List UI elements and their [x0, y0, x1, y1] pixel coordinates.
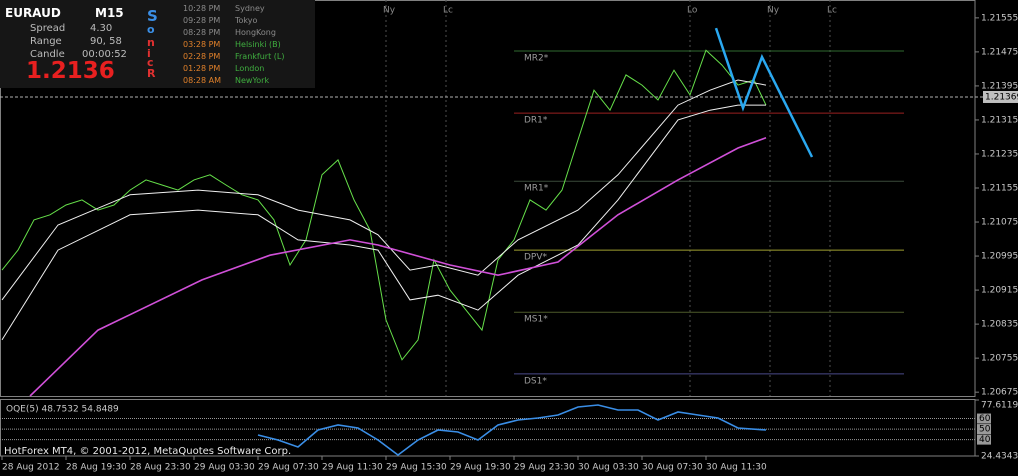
footer: HotForex MT4, © 2001-2012, MetaQuotes So… [4, 446, 292, 457]
y-tick-label: 60 [979, 414, 991, 424]
series-line [1, 79, 767, 301]
pivot-label: MR2* [524, 54, 549, 64]
y-tick-label: 1.21155 [981, 184, 1018, 194]
x-tick-label: 30 Aug 07:30 [642, 463, 703, 473]
brand-letter: n [147, 36, 155, 49]
series-line [257, 404, 767, 456]
timeframe: M15 [95, 6, 124, 20]
clock-city: Frankfurt (L) [235, 52, 285, 61]
candle-label: Candle [30, 49, 65, 60]
x-tick-label: 30 Aug 11:30 [706, 463, 767, 473]
clock-time: 08:28 PM [183, 28, 221, 37]
y-tick-label: 1.21075 [981, 218, 1018, 228]
indicator-frame [0, 399, 976, 457]
y-tick-label: 1.21235 [981, 149, 1018, 159]
clock-time: 02:28 PM [183, 52, 221, 61]
session-label: Lc [827, 6, 837, 16]
clock-city: NewYork [235, 76, 270, 85]
level-box [977, 424, 991, 435]
clock-city: HongKong [235, 28, 276, 37]
y-tick-label: 1.20835 [981, 320, 1018, 330]
clock-time: 09:28 PM [183, 16, 221, 25]
range-label: Range [30, 36, 62, 47]
y-tick-label: 1.21315 [981, 115, 1018, 125]
series-line [1, 104, 766, 341]
bid-box [983, 90, 1018, 103]
level-box [977, 413, 991, 424]
brand-letter: i [147, 47, 151, 60]
y-tick-label: 1.21475 [981, 47, 1018, 57]
x-tick-label: 29 Aug 15:30 [386, 463, 447, 473]
indicator-title: OQE(5) 48.7532 54.8489 [6, 405, 119, 415]
y-tick-label: 1.20995 [981, 252, 1018, 262]
y-tick-label: 1.21555 [981, 13, 1018, 23]
range: 90, 58 [90, 36, 122, 47]
clock-time: 08:28 AM [183, 76, 221, 85]
clock-city: Tokyo [235, 16, 258, 25]
y-tick-label: 1.21395 [981, 81, 1018, 91]
series-line [29, 137, 767, 397]
spread-label: Spread [30, 23, 66, 34]
x-tick-label: 29 Aug 03:30 [194, 463, 255, 473]
pivot-label: DS1* [524, 376, 547, 386]
brand-letter: R [147, 67, 156, 80]
candle: 00:00:52 [82, 49, 127, 60]
brand-letter: S [147, 7, 158, 25]
info-panel: EURAUD M15 Spread 4.30 Range 90, 58 Cand… [0, 0, 315, 88]
x-tick-label: 29 Aug 07:30 [258, 463, 319, 473]
brand-letter: o [147, 23, 155, 36]
x-tick-label: 29 Aug 19:30 [450, 463, 511, 473]
x-tick-label: 30 Aug 03:30 [578, 463, 639, 473]
clock-city: Sydney [235, 4, 265, 13]
plot-frame [0, 0, 976, 397]
clock-time: 10:28 PM [183, 4, 221, 13]
clock-city: London [235, 64, 265, 73]
bid-label: 1.21369 [985, 92, 1018, 102]
x-tick-label: 29 Aug 23:30 [514, 463, 575, 473]
y-tick-label: 1.20755 [981, 354, 1018, 364]
x-tick-label: 29 Aug 11:30 [322, 463, 383, 473]
pivot-label: DR1* [524, 116, 548, 126]
symbol: EURAUD [5, 6, 61, 20]
clock-time: 03:28 PM [183, 40, 221, 49]
series-line [714, 27, 814, 158]
pivot-label: MR1* [524, 184, 549, 194]
pivot-label: DPV* [524, 253, 548, 263]
x-tick-label: 28 Aug 23:30 [130, 463, 191, 473]
y-tick-label: 40 [979, 435, 991, 445]
clock-city: Helsinki (B) [235, 40, 281, 49]
price: 1.2136 [26, 58, 115, 84]
clock-time: 01:28 PM [183, 64, 221, 73]
session-label: Lo [687, 6, 698, 16]
y-tick-label: 1.20915 [981, 286, 1018, 296]
y-tick-label: 1.20675 [981, 388, 1018, 398]
y-tick-label: 24.4343 [981, 452, 1018, 462]
y-tick-label: 77.6119 [981, 401, 1018, 411]
session-label: Lc [443, 6, 453, 16]
session-label: Ny [383, 6, 396, 16]
x-tick-label: 28 Aug 2012 [2, 463, 60, 473]
y-tick-label: 50 [979, 425, 991, 435]
series-line [1, 49, 767, 361]
brand-letter: c [147, 56, 154, 69]
level-box [977, 434, 991, 445]
spread: 4.30 [90, 23, 113, 34]
pivot-label: MS1* [524, 315, 548, 325]
x-tick-label: 28 Aug 19:30 [66, 463, 127, 473]
session-label: Ny [767, 6, 780, 16]
